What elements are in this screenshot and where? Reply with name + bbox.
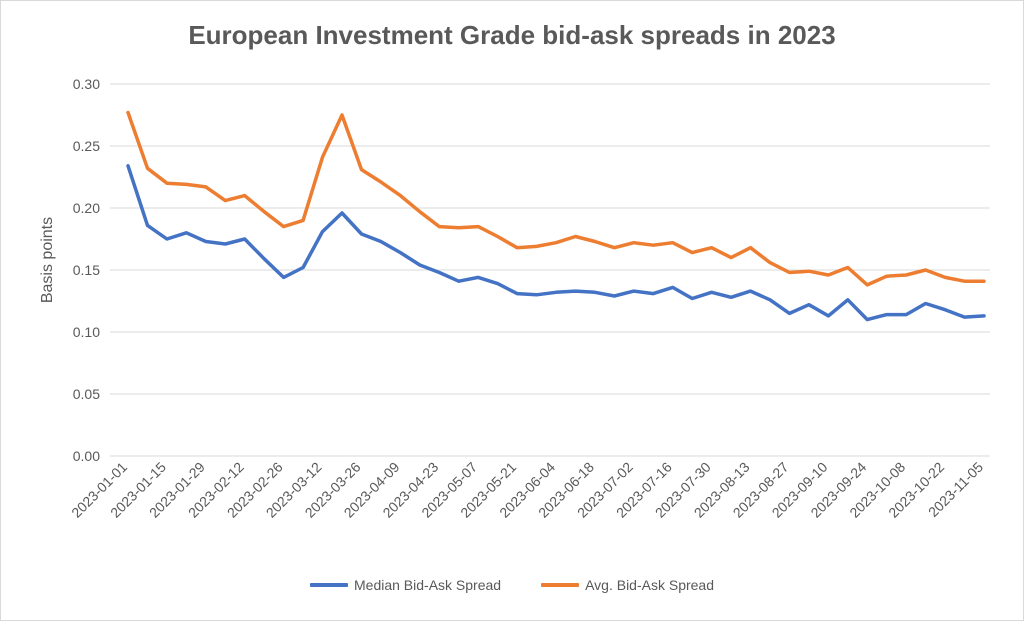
legend-label-median: Median Bid-Ask Spread [354,577,502,593]
series-line-average [126,110,986,287]
legend-swatch-average [541,583,580,587]
y-tick-label: 0.25 [73,138,100,154]
y-tick-label: 0.30 [73,76,100,92]
y-tick-label: 0.20 [73,200,100,216]
legend-swatch-median [310,583,348,587]
y-tick-label: 0.15 [73,262,100,278]
chart-title: European Investment Grade bid-ask spread… [188,20,836,50]
legend-item-median: Median Bid-Ask Spread [310,577,501,593]
legend-label-average: Avg. Bid-Ask Spread [585,577,714,593]
y-tick-label: 0.00 [73,448,100,464]
y-tick-label: 0.10 [73,324,100,340]
series-line-median [126,164,986,322]
legend: Median Bid-Ask Spread Avg. Bid-Ask Sprea… [0,577,1024,593]
legend-item-average: Avg. Bid-Ask Spread [541,577,714,593]
y-tick-label: 0.05 [73,386,100,402]
